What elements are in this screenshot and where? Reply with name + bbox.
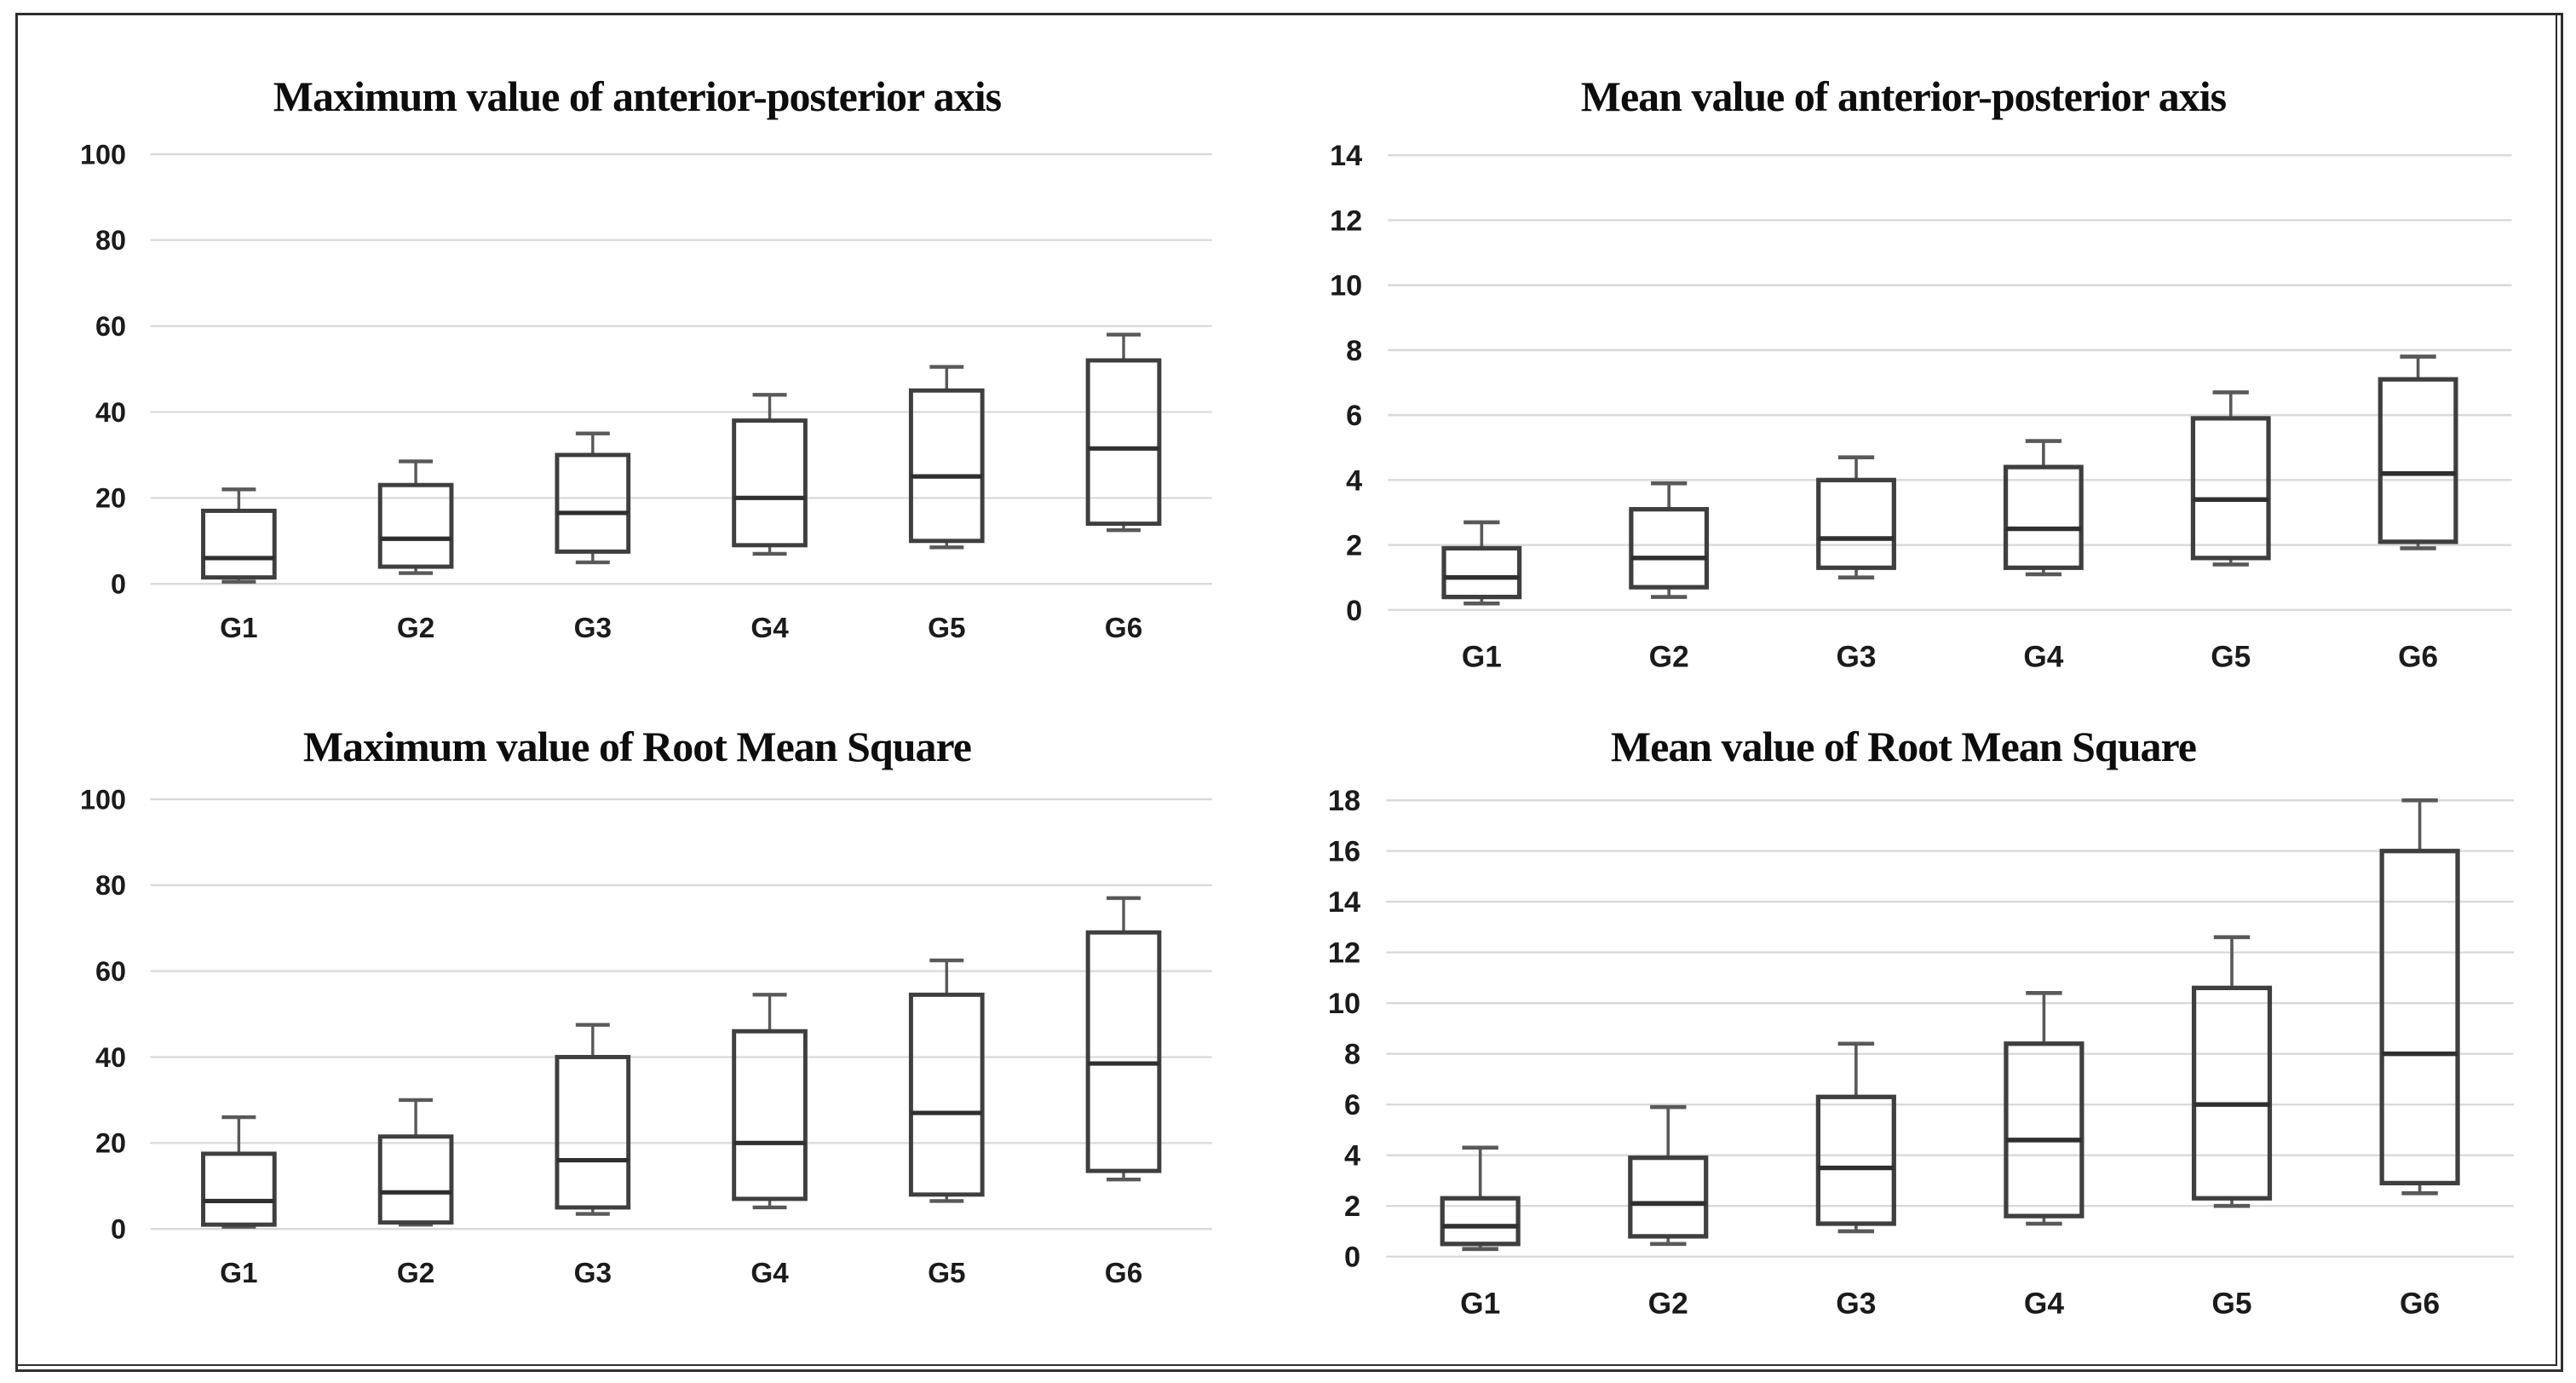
y-tick-label: 20	[95, 483, 126, 514]
panel-mean-anterior-posterior: Mean value of anterior-posterior axis 0 2…	[1251, 20, 2556, 693]
y-tick-label: 12	[1328, 936, 1360, 969]
box-G4	[2004, 1040, 2084, 1219]
box-G4	[731, 418, 808, 548]
box-G1	[1441, 545, 1522, 600]
box-G1	[200, 508, 277, 580]
category-label: G5	[2211, 1287, 2251, 1320]
y-tick-label: 60	[95, 955, 126, 986]
category-label: G2	[397, 613, 434, 644]
category-label: G1	[220, 1257, 257, 1288]
chart-title: Maximum value of Root Mean Square	[302, 722, 972, 770]
y-tick-label: 0	[111, 569, 126, 600]
y-tick-label: 0	[1344, 1241, 1360, 1273]
box-G6	[2379, 848, 2460, 1185]
box-G5	[908, 992, 985, 1196]
chart-title: Mean value of Root Mean Square	[1610, 722, 2197, 770]
boxplot-mean-root-mean-square: 0 2 4 6 8 10 12 14 16 18 G1 G2 G3 G4 G5 G6	[1328, 785, 2514, 1320]
y-tick-label: 40	[95, 397, 126, 428]
y-tick-label: 14	[1328, 886, 1360, 919]
category-label: G2	[1649, 640, 1689, 673]
panel-mean-root-mean-square: Mean value of Root Mean Square 0 2 4 6 8 10 12…	[1251, 693, 2556, 1365]
y-tick-label: 16	[1328, 835, 1360, 867]
chart-title: Mean value of anterior-posterior axis	[1580, 72, 2227, 120]
y-tick-label: 10	[1328, 988, 1360, 1020]
y-tick-label: 100	[80, 784, 126, 815]
panel-max-root-mean-square: Maximum value of Root Mean Square 0 20 40 6…	[23, 693, 1251, 1365]
y-tick-label: 2	[1346, 530, 1362, 562]
category-label: G4	[2024, 1287, 2065, 1320]
panel-max-anterior-posterior: Maximum value of anterior-posterior axis…	[23, 20, 1251, 693]
y-tick-label: 100	[80, 139, 126, 170]
y-tick-label: 60	[95, 311, 126, 342]
y-tick-label: 40	[95, 1041, 126, 1072]
category-label: G1	[220, 613, 257, 644]
category-label: G4	[750, 1257, 789, 1288]
category-label: G1	[1460, 1287, 1500, 1320]
category-label: G3	[573, 613, 611, 644]
y-tick-label: 14	[1330, 140, 1362, 172]
y-tick-label: 8	[1346, 335, 1362, 367]
figure-frame: Maximum value of anterior-posterior axis…	[15, 13, 2563, 1372]
category-label: G6	[1104, 1257, 1141, 1288]
category-label: G1	[1462, 640, 1502, 673]
box-G3	[1815, 1094, 1896, 1226]
box-G6	[2378, 377, 2458, 545]
category-label: G6	[1104, 613, 1141, 644]
box-G6	[1085, 930, 1161, 1173]
box-G3	[555, 1054, 630, 1209]
box-G3	[555, 452, 630, 554]
box-G5	[2190, 416, 2271, 561]
box-G2	[377, 482, 454, 569]
box-G2	[377, 1133, 454, 1225]
boxplot-max-root-mean-square: 0 20 40 60 80 100 G1 G2 G3 G4 G5 G6	[80, 784, 1212, 1288]
category-label: G5	[2211, 640, 2251, 673]
category-label: G5	[928, 1257, 965, 1288]
category-label: G2	[397, 1257, 434, 1288]
y-tick-label: 10	[1330, 270, 1362, 303]
category-label: G5	[928, 613, 965, 644]
category-label: G4	[2023, 640, 2063, 673]
box-G6	[1085, 358, 1161, 527]
category-label: G3	[573, 1257, 611, 1288]
panel-grid: Maximum value of anterior-posterior axis…	[23, 20, 2556, 1364]
y-tick-label: 0	[1346, 595, 1362, 627]
box-G3	[1815, 477, 1896, 570]
y-tick-label: 80	[95, 870, 126, 901]
y-tick-label: 4	[1346, 464, 1362, 497]
box-G1	[200, 1150, 277, 1227]
box-G2	[1628, 1155, 1709, 1239]
boxplot-max-anterior-posterior: 0 20 40 60 80 100 G1 G2 G3 G4 G5 G6	[80, 139, 1212, 644]
y-tick-label: 80	[95, 225, 126, 256]
y-tick-label: 6	[1344, 1089, 1360, 1121]
box-G4	[2003, 464, 2084, 570]
y-tick-label: 0	[111, 1213, 126, 1244]
box-G5	[2191, 985, 2272, 1201]
category-label: G6	[2398, 640, 2438, 673]
y-tick-label: 4	[1344, 1139, 1360, 1172]
box-G4	[731, 1029, 808, 1201]
y-tick-label: 20	[95, 1127, 126, 1158]
box-G2	[1629, 507, 1709, 590]
y-tick-label: 6	[1346, 400, 1362, 432]
category-label: G3	[1836, 1287, 1876, 1320]
y-tick-label: 2	[1344, 1190, 1360, 1223]
y-tick-label: 12	[1330, 205, 1362, 237]
category-label: G4	[750, 613, 789, 644]
box-G1	[1440, 1196, 1521, 1246]
boxplot-mean-anterior-posterior: 0 2 4 6 8 10 12 14 G1 G2 G3 G4 G5 G6	[1330, 140, 2512, 673]
category-label: G2	[1648, 1287, 1688, 1320]
y-tick-label: 18	[1328, 785, 1360, 817]
category-label: G3	[1836, 640, 1876, 673]
y-tick-label: 8	[1344, 1038, 1360, 1070]
chart-title: Maximum value of anterior-posterior axis	[273, 72, 1002, 120]
box-G5	[908, 388, 985, 544]
category-label: G6	[2400, 1287, 2440, 1320]
